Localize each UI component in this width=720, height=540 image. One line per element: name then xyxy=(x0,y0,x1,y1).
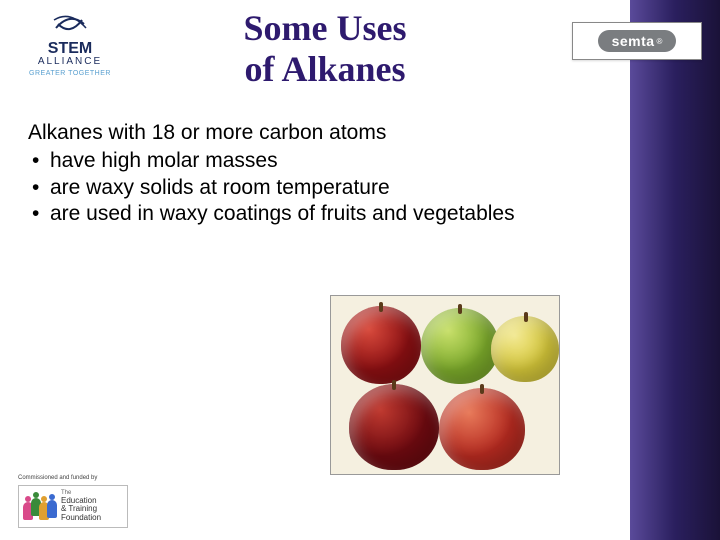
apple xyxy=(439,388,525,470)
etf-logo: Commissioned and funded by The Education… xyxy=(18,475,128,528)
title-line-1: Some Uses xyxy=(244,8,407,48)
intro-text: Alkanes with 18 or more carbon atoms xyxy=(28,120,568,146)
stem-tagline: GREATER TOGETHER xyxy=(20,70,120,77)
apple-stem xyxy=(392,380,396,390)
person-icon xyxy=(47,500,57,518)
etf-people-icon xyxy=(23,492,57,522)
bullet-item: have high molar masses xyxy=(28,148,568,174)
semta-logo: semta ® xyxy=(572,22,702,60)
apple-stem xyxy=(524,312,528,322)
apple-stem xyxy=(458,304,462,314)
semta-text: semta xyxy=(612,33,655,49)
bullet-item: are used in waxy coatings of fruits and … xyxy=(28,201,568,227)
etf-words: The Education & Training Foundation xyxy=(61,490,101,523)
apples-image xyxy=(330,295,560,475)
right-accent-band xyxy=(630,0,720,540)
apple-stem xyxy=(480,384,484,394)
stem-swoosh-icon xyxy=(52,10,88,34)
apple xyxy=(421,308,499,384)
etf-commissioned-text: Commissioned and funded by xyxy=(18,475,128,481)
semta-pill: semta ® xyxy=(598,30,677,52)
apple xyxy=(349,384,439,470)
apple xyxy=(491,316,559,382)
etf-box: The Education & Training Foundation xyxy=(18,485,128,528)
stem-alliance-logo: STEM ALLIANCE GREATER TOGETHER xyxy=(20,10,120,79)
body-content: Alkanes with 18 or more carbon atoms hav… xyxy=(28,120,568,227)
bullet-item: are waxy solids at room temperature xyxy=(28,175,568,201)
slide-title: Some Uses of Alkanes xyxy=(130,8,520,91)
etf-line3: Foundation xyxy=(61,514,101,523)
apple-stem xyxy=(379,302,383,312)
bullet-list: have high molar masses are waxy solids a… xyxy=(28,148,568,227)
stem-sub: ALLIANCE xyxy=(20,57,120,67)
apple xyxy=(341,306,421,384)
semta-registered: ® xyxy=(657,37,663,46)
stem-word: STEM xyxy=(20,41,120,57)
title-line-2: of Alkanes xyxy=(244,49,405,89)
